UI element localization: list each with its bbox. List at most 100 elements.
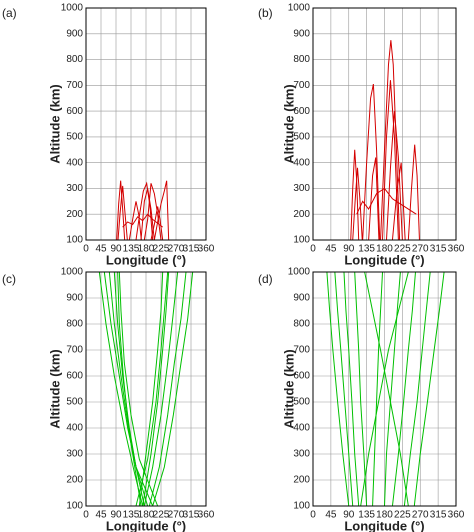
trajectory-line [364, 272, 409, 506]
y-tick-label: 700 [66, 80, 83, 91]
y-tick-label: 500 [66, 132, 83, 143]
x-tick-label: 135 [358, 244, 375, 255]
y-tick-label: 500 [293, 397, 310, 408]
x-tick-label: 0 [310, 510, 316, 521]
x-axis-label: Longitude (°) [106, 252, 186, 267]
trajectory-line [407, 144, 420, 240]
x-tick-label: 45 [95, 244, 107, 255]
trajectory-line [152, 272, 194, 506]
plot-frame [312, 271, 457, 507]
x-tick-label: 90 [110, 510, 122, 521]
x-tick-label: 0 [83, 244, 89, 255]
trajectory-line [117, 272, 154, 506]
y-tick-label: 300 [66, 449, 83, 460]
trajectory-line [143, 272, 179, 506]
x-tick-label: 0 [83, 510, 89, 521]
x-tick-label: 135 [123, 244, 140, 255]
trajectory-line [118, 272, 159, 506]
trajectory-line [334, 272, 354, 506]
y-tick-label: 1000 [288, 267, 311, 278]
x-tick-label: 90 [110, 244, 122, 255]
y-tick-label: 300 [66, 183, 83, 194]
x-tick-label: 90 [343, 510, 355, 521]
trajectory-line [138, 272, 164, 506]
y-axis-label: Altitude (km) [281, 349, 296, 428]
panel-label: (a) [2, 6, 17, 20]
trajectory-line [142, 272, 170, 506]
x-axis-label: Longitude (°) [344, 518, 424, 532]
y-tick-label: 100 [66, 235, 83, 246]
x-tick-label: 360 [198, 244, 215, 255]
plot-frame [85, 7, 207, 241]
x-tick-label: 360 [198, 510, 215, 521]
trajectory-line [356, 187, 417, 215]
x-tick-label: 270 [412, 510, 429, 521]
plot-frame [85, 271, 207, 507]
y-tick-label: 100 [293, 235, 310, 246]
trajectory-line [362, 83, 381, 240]
x-tick-label: 315 [183, 244, 200, 255]
x-tick-label: 225 [394, 244, 411, 255]
y-tick-label: 500 [66, 397, 83, 408]
x-tick-label: 180 [376, 244, 393, 255]
x-tick-label: 45 [325, 244, 337, 255]
y-tick-label: 200 [66, 209, 83, 220]
x-tick-label: 315 [430, 244, 447, 255]
y-tick-label: 1000 [288, 3, 311, 14]
y-tick-label: 600 [66, 371, 83, 382]
trajectory-line [148, 272, 187, 506]
trajectory-line [116, 180, 126, 240]
trajectory-line [343, 272, 360, 506]
x-axis-label: Longitude (°) [106, 518, 186, 532]
y-tick-label: 800 [293, 54, 310, 65]
trajectory-line [380, 40, 401, 240]
trajectory-line [391, 272, 416, 506]
trajectory-line [413, 272, 445, 506]
y-tick-label: 400 [66, 157, 83, 168]
trajectory-line [135, 272, 169, 506]
x-tick-label: 315 [430, 510, 447, 521]
y-tick-label: 900 [293, 293, 310, 304]
trajectory-line [352, 167, 363, 240]
trajectory-line [117, 185, 128, 240]
x-tick-label: 270 [168, 510, 185, 521]
trajectory-line [326, 272, 350, 506]
y-tick-label: 600 [66, 106, 83, 117]
lines [116, 180, 170, 240]
trajectory-line [382, 80, 399, 240]
x-axis-label: Longitude (°) [344, 252, 424, 267]
x-tick-label: 270 [168, 244, 185, 255]
lines [98, 272, 194, 506]
y-tick-label: 300 [293, 449, 310, 460]
trajectory-line [103, 272, 145, 506]
trajectory-line [354, 272, 368, 506]
y-tick-label: 800 [66, 319, 83, 330]
x-tick-label: 90 [343, 244, 355, 255]
trajectory-line [153, 180, 170, 240]
x-tick-label: 270 [412, 244, 429, 255]
y-tick-label: 200 [66, 475, 83, 486]
y-tick-label: 100 [293, 501, 310, 512]
y-tick-label: 700 [293, 80, 310, 91]
y-tick-label: 800 [293, 319, 310, 330]
y-tick-label: 100 [66, 501, 83, 512]
x-tick-label: 360 [448, 244, 465, 255]
x-tick-label: 225 [153, 244, 170, 255]
y-tick-label: 1000 [61, 267, 84, 278]
y-tick-label: 900 [293, 28, 310, 39]
y-tick-label: 700 [293, 345, 310, 356]
plot-frame [312, 7, 457, 241]
x-tick-label: 45 [95, 510, 107, 521]
trajectory-line [128, 201, 142, 240]
y-tick-label: 900 [66, 293, 83, 304]
panel-label: (d) [258, 272, 273, 286]
y-tick-label: 900 [66, 28, 83, 39]
y-tick-label: 600 [293, 106, 310, 117]
panel-label: (c) [2, 272, 16, 286]
trajectory-line [350, 149, 360, 240]
y-tick-label: 400 [66, 423, 83, 434]
